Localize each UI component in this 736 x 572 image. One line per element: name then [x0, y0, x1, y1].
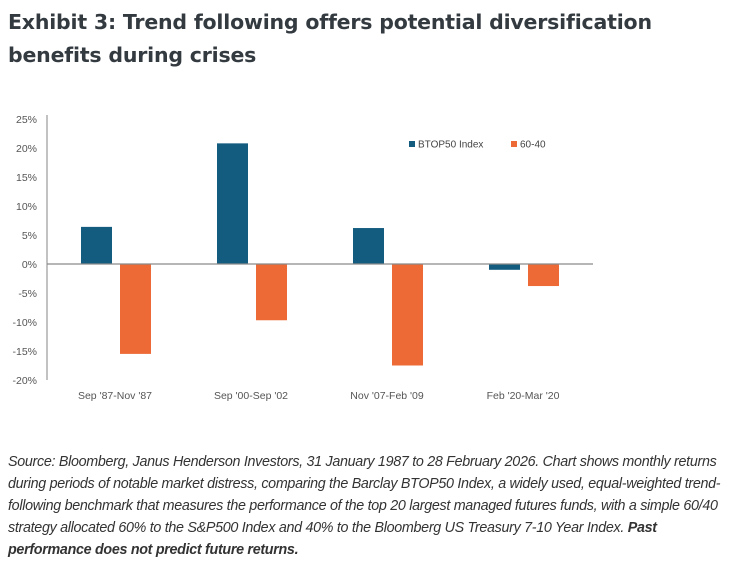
y-tick-label: 15% [16, 172, 37, 184]
chart-title: Exhibit 3: Trend following offers potent… [8, 10, 652, 67]
legend-swatch [409, 141, 415, 147]
bar-60-40 [528, 264, 559, 287]
x-category-label: Feb '20-Mar '20 [487, 390, 560, 402]
disclaimer-text: Past performance does not predict future… [8, 520, 657, 558]
y-axis-ticks: 25% 20% 15% 10% 5% 0% -5% -10% -15% -20% [12, 114, 37, 387]
y-tick-label: -15% [12, 346, 37, 358]
x-category-label: Nov '07-Feb '09 [350, 390, 424, 402]
bar-btop50 [217, 143, 248, 264]
x-category-label: Sep '87-Nov '87 [78, 390, 152, 402]
source-text: Source: Bloomberg, Janus Henderson Inves… [8, 454, 721, 536]
y-tick-label: -5% [18, 288, 37, 300]
y-tick-label: 0% [22, 259, 37, 271]
source-note: Source: Bloomberg, Janus Henderson Inves… [8, 451, 732, 561]
bar-chart: 25% 20% 15% 10% 5% 0% -5% -10% -15% -20% Sep '87-… [12, 114, 593, 402]
y-tick-label: 5% [22, 230, 37, 242]
legend-label: 60-40 [520, 140, 546, 151]
bars [81, 143, 559, 366]
legend-swatch [511, 141, 517, 147]
bar-60-40 [256, 264, 287, 321]
x-category-label: Sep '00-Sep '02 [214, 390, 288, 402]
legend-label: BTOP50 Index [418, 140, 483, 151]
bar-btop50 [489, 264, 520, 270]
bar-btop50 [81, 226, 112, 264]
y-tick-label: 20% [16, 143, 37, 155]
bar-60-40 [120, 264, 151, 354]
legend: BTOP50 Index 60-40 [409, 140, 546, 151]
y-tick-label: 10% [16, 201, 37, 213]
y-tick-label: -20% [12, 375, 37, 387]
y-tick-label: 25% [16, 114, 37, 126]
bar-60-40 [392, 264, 423, 366]
bar-btop50 [353, 228, 384, 264]
x-axis-categories: Sep '87-Nov '87 Sep '00-Sep '02 Nov '07-Fe… [78, 390, 560, 402]
y-tick-label: -10% [12, 317, 37, 329]
